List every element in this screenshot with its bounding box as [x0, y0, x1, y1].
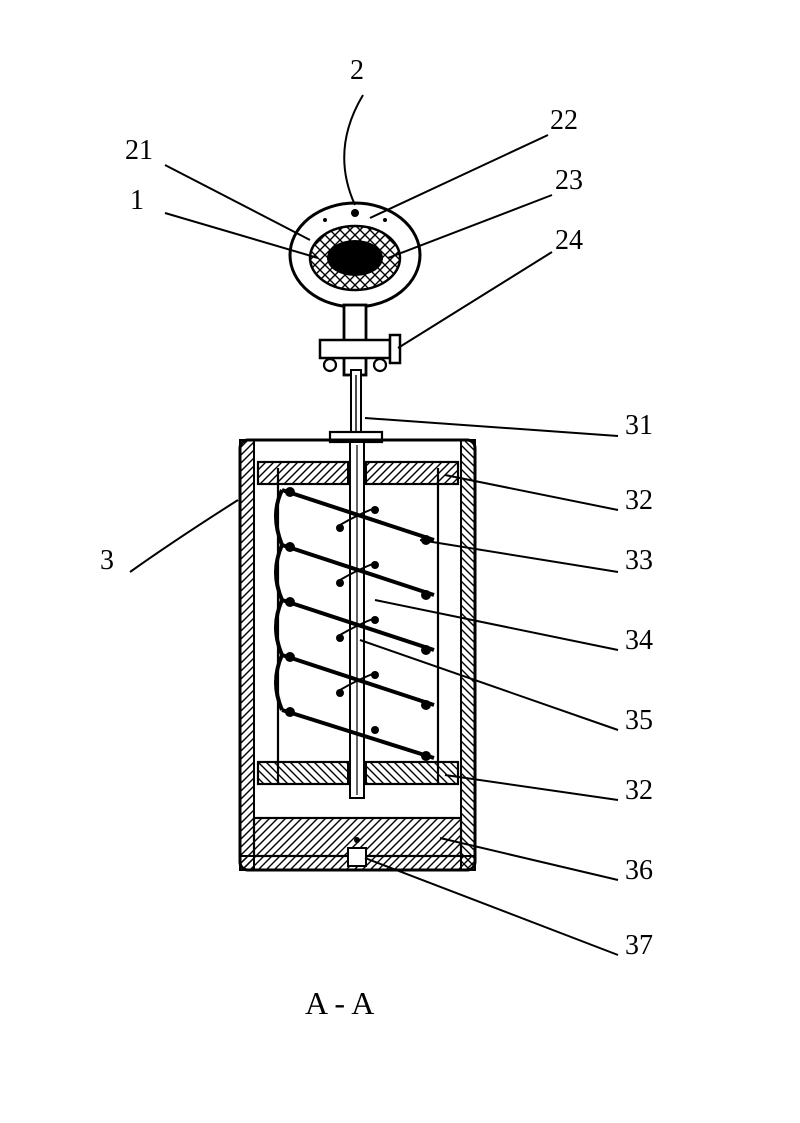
diagram-canvas: 2 22 21 23 1 24 31 3 32 33 34 35 32 36 3… [0, 0, 800, 1123]
callout-23: 23 [555, 165, 583, 197]
piston-rod [351, 370, 361, 440]
callout-31: 31 [625, 410, 653, 442]
callout-22: 22 [550, 105, 578, 137]
section-label: A - A [305, 985, 374, 1022]
housing [240, 440, 475, 870]
callout-33: 33 [625, 545, 653, 577]
callout-24: 24 [555, 225, 583, 257]
callout-21: 21 [125, 135, 153, 167]
callout-36: 36 [625, 855, 653, 887]
callout-35: 35 [625, 705, 653, 737]
callout-37: 37 [625, 930, 653, 962]
callout-1: 1 [130, 185, 144, 217]
callout-34: 34 [625, 625, 653, 657]
callout-3: 3 [100, 545, 114, 577]
callout-2: 2 [350, 55, 364, 87]
callout-32b: 32 [625, 775, 653, 807]
callout-32a: 32 [625, 485, 653, 517]
neck-stem [320, 305, 400, 375]
diagram-svg [0, 0, 800, 1123]
